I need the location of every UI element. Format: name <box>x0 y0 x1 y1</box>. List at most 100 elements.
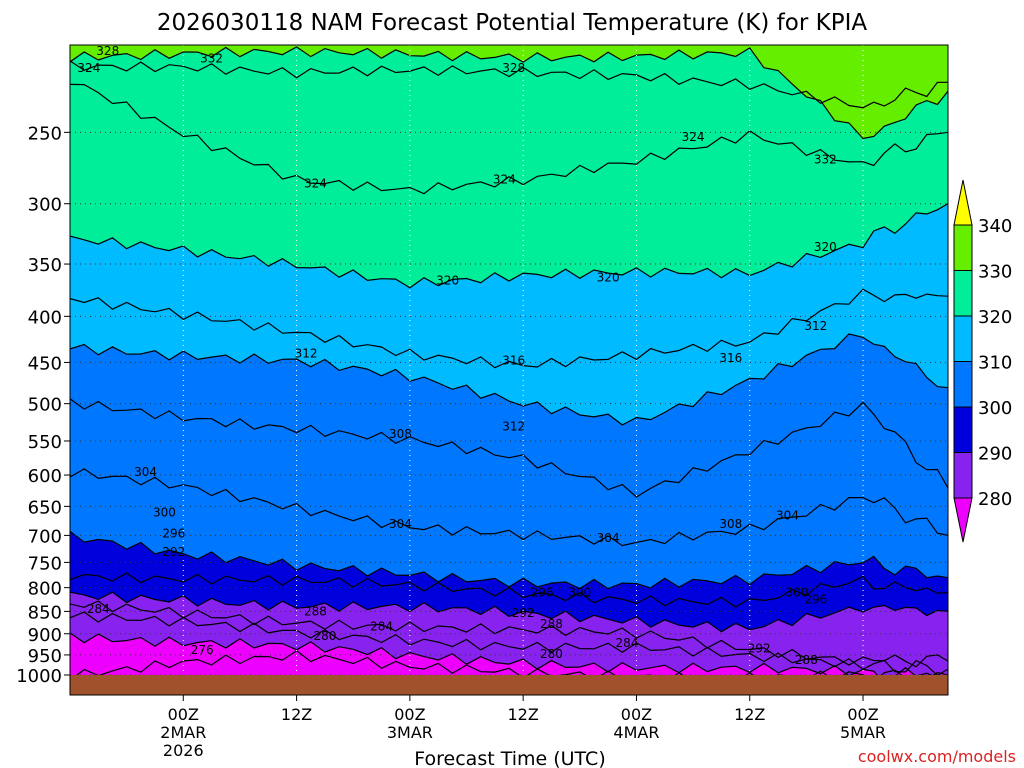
contour-label: 320 <box>597 270 620 284</box>
colorbar-label: 310 <box>978 353 1012 374</box>
band-above-332 <box>70 45 948 139</box>
x-tick-label: 00Z <box>847 705 878 724</box>
x-tick-label: 00Z <box>168 705 199 724</box>
contour-line-320 <box>70 203 948 289</box>
y-tick-label: 800 <box>28 579 62 600</box>
contour-line-292 <box>70 591 948 633</box>
x-tick-label: 00Z <box>621 705 652 724</box>
contour-label: 304 <box>776 508 799 522</box>
colorbar-band <box>953 270 973 317</box>
contour-label: 328 <box>96 44 119 58</box>
y-tick-label: 400 <box>28 307 62 328</box>
contour-line-308 <box>70 398 948 498</box>
contour-label: 284 <box>616 636 639 650</box>
colorbar-label: 300 <box>978 398 1012 419</box>
plot-frame <box>69 44 949 696</box>
contour-label: 320 <box>814 240 837 254</box>
y-tick-label: 950 <box>28 646 62 667</box>
x-axis-title: Forecast Time (UTC) <box>414 748 605 768</box>
contour-label: 324 <box>77 61 100 75</box>
contour-label: 292 <box>748 642 771 656</box>
x-tick-label: 12Z <box>507 705 538 724</box>
contour-label: 304 <box>597 531 620 545</box>
y-tick-label: 300 <box>28 195 62 216</box>
x-tick-date: 2MAR <box>160 723 206 742</box>
colorbar-band <box>953 406 973 453</box>
contour-label: 316 <box>502 354 525 368</box>
contour-label: 276 <box>191 643 214 657</box>
colorbar-label: 320 <box>978 307 1012 328</box>
contour-label: 324 <box>304 177 327 191</box>
contour-label: 304 <box>389 517 412 531</box>
contour-line-280 <box>70 632 948 675</box>
contour-label: 292 <box>512 606 535 620</box>
contour-label: 300 <box>153 505 176 519</box>
y-tick-label: 850 <box>28 602 62 623</box>
contour-label: 300 <box>785 586 808 600</box>
contour-line-328 <box>70 60 948 109</box>
contour-label: 288 <box>795 653 818 667</box>
y-tick-label: 1000 <box>16 666 62 687</box>
x-tick-date: 3MAR <box>387 723 433 742</box>
contour-label: 296 <box>531 586 554 600</box>
x-tick-year: 2026 <box>163 741 204 760</box>
contour-label: 312 <box>295 347 318 361</box>
x-tick-date: 4MAR <box>613 723 659 742</box>
contour-label: 312 <box>804 319 827 333</box>
x-tick-label: 00Z <box>394 705 425 724</box>
x-tick-date: 5MAR <box>840 723 886 742</box>
y-tick-label: 550 <box>28 432 62 453</box>
contour-line-300 <box>70 530 948 590</box>
terrain-surface <box>70 675 948 695</box>
credit-text: coolwx.com/models <box>858 747 1016 766</box>
y-tick-label: 350 <box>28 255 62 276</box>
contour-label: 288 <box>304 604 327 618</box>
contour-label: 300 <box>568 586 591 600</box>
contour-label: 312 <box>502 419 525 433</box>
contour-label: 284 <box>87 602 110 616</box>
contour-label: 284 <box>370 619 393 633</box>
contour-label: 316 <box>719 351 742 365</box>
colorbar-band <box>953 224 973 271</box>
grid-lines <box>70 45 948 676</box>
contour-label: 328 <box>502 61 525 75</box>
colorbar-band <box>953 361 973 408</box>
contour-label: 280 <box>540 647 563 661</box>
colorbar: 340 330 320 310 300 290 280 <box>953 179 1012 543</box>
contour-label: 324 <box>682 130 705 144</box>
contour-label: 324 <box>493 172 516 186</box>
y-tick-label: 750 <box>28 553 62 574</box>
contour-line-332 <box>70 46 948 140</box>
chart-title: 2026030118 NAM Forecast Potential Temper… <box>157 10 867 36</box>
filled-bands <box>70 45 948 675</box>
contour-line-296 <box>70 572 948 608</box>
x-tick-label: 12Z <box>281 705 312 724</box>
y-tick-label: 450 <box>28 353 62 374</box>
colorbar-bottom-arrow <box>953 497 973 543</box>
contour-label: 308 <box>719 517 742 531</box>
contour-line-324 <box>70 83 948 195</box>
y-tick-label: 700 <box>28 526 62 547</box>
colorbar-label: 280 <box>978 489 1012 510</box>
colorbar-label: 330 <box>978 262 1012 283</box>
colorbar-band <box>953 315 973 362</box>
y-tick-label: 650 <box>28 497 62 518</box>
y-tick-label: 600 <box>28 466 62 487</box>
y-tick-label: 500 <box>28 395 62 416</box>
colorbar-band <box>953 452 973 499</box>
contour-line-276 <box>76 649 948 675</box>
contour-label: 332 <box>200 51 223 65</box>
colorbar-label: 340 <box>978 216 1012 237</box>
contour-labels: 328 332 324 328 324 332 324 324 320 320 320 312 312 3… <box>77 44 836 667</box>
contour-label: 288 <box>540 617 563 631</box>
colorbar-top-arrow <box>953 179 973 226</box>
contour-line-284 <box>70 611 948 675</box>
contour-label: 308 <box>389 427 412 441</box>
contour-label: 292 <box>162 545 185 559</box>
x-tick-label: 12Z <box>734 705 765 724</box>
contour-label: 296 <box>804 593 827 607</box>
pressure-axis: 2503003504004505005506006507007508008509… <box>16 123 70 687</box>
